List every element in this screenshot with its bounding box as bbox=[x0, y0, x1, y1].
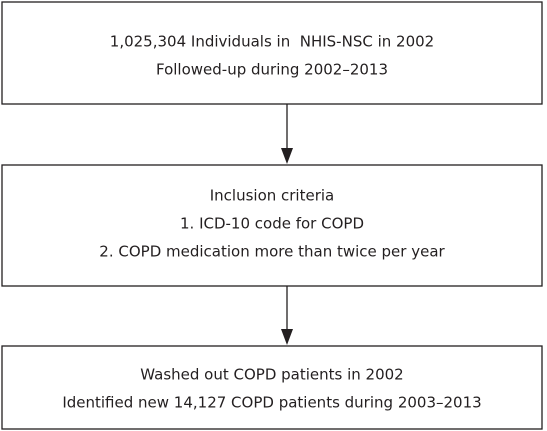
box-text: 1,025,304 Individuals in NHIS-NSC in 200… bbox=[110, 33, 434, 51]
box bbox=[1, 164, 543, 287]
box-text: Identified new 14,127 COPD patients duri… bbox=[62, 394, 481, 412]
box-text: Followed-up during 2002–2013 bbox=[156, 61, 388, 79]
box bbox=[1, 345, 543, 430]
box-text: Inclusion criteria bbox=[210, 187, 335, 205]
box bbox=[1, 1, 543, 105]
box-text: Washed out COPD patients in 2002 bbox=[140, 366, 403, 384]
box-text: 2. COPD medication more than twice per y… bbox=[99, 243, 445, 261]
arrowhead bbox=[281, 329, 293, 345]
box-text: 1. ICD-10 code for COPD bbox=[180, 215, 364, 233]
arrowhead bbox=[281, 148, 293, 164]
